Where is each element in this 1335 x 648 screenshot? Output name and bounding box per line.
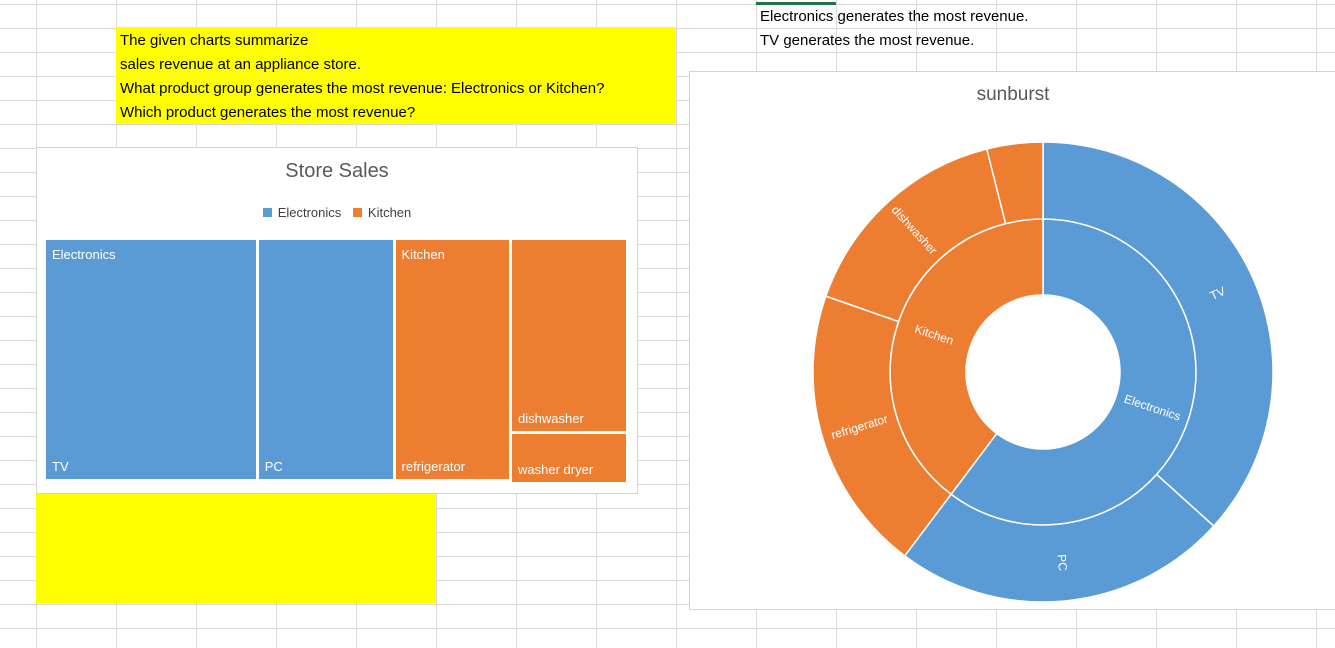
note-line-3[interactable]: What product group generates the most re… [120,80,605,97]
sunburst-outer-unlabeled[interactable] [985,141,1044,225]
answer-line-1[interactable]: Electronics generates the most revenue. [760,8,1029,25]
legend-label-kitchen: Kitchen [367,205,412,220]
treemap-tile-dishwasher[interactable]: dishwasher [512,240,626,431]
treemap-chart[interactable]: Store Sales Electronics Kitchen Electron… [36,147,638,494]
treemap-legend: Electronics Kitchen [37,205,637,220]
treemap-tile-tv[interactable]: Electronics TV [46,240,256,479]
legend-swatch-kitchen [352,208,362,217]
treemap-item-label-dishwasher: dishwasher [518,410,584,426]
treemap-tile-washer-dryer[interactable]: washer dryer [512,433,626,482]
treemap-tile-refrigerator[interactable]: Kitchen refrigerator [395,240,510,479]
treemap-title: Store Sales [285,160,389,182]
highlighted-note-cells[interactable] [116,27,676,124]
note-line-1[interactable]: The given charts summarize [120,32,309,49]
sunburst-outer-label-pc: PC [1054,554,1070,572]
empty-highlighted-cells[interactable] [36,492,436,603]
active-cell-marker [756,2,836,5]
sunburst-plot: ElectronicsKitchenTVPCrefrigeratordishwa… [812,141,1274,603]
treemap-item-label-washer-dryer: washer dryer [518,461,594,477]
sunburst-outer-tv[interactable] [1042,141,1274,528]
treemap-item-label-pc: PC [264,459,283,474]
sunburst-outer-label-tv: TV [1208,284,1228,303]
treemap-tile-pc[interactable]: PC [258,240,393,479]
sunburst-title: sunburst [976,84,1050,105]
treemap-item-label-refrigerator: refrigerator [401,459,466,474]
sunburst-outer-pc[interactable] [903,473,1215,603]
legend-swatch-electronics [262,208,272,217]
sunburst-chart[interactable]: sunburst Electronics Kitchen TV PC refrigera… [689,71,1335,610]
answer-line-2[interactable]: TV generates the most revenue. [760,32,975,49]
treemap-item-label-tv: TV [52,459,69,474]
legend-label-electronics: Electronics [277,205,342,220]
legend-item-kitchen: Kitchen [352,205,412,220]
treemap-group-label-electronics: Electronics [52,247,116,262]
treemap-group-label-kitchen: Kitchen [401,247,445,262]
legend-item-electronics: Electronics [262,205,342,220]
note-line-2[interactable]: sales revenue at an appliance store. [120,56,361,73]
note-line-4[interactable]: Which product generates the most revenue… [120,104,416,121]
